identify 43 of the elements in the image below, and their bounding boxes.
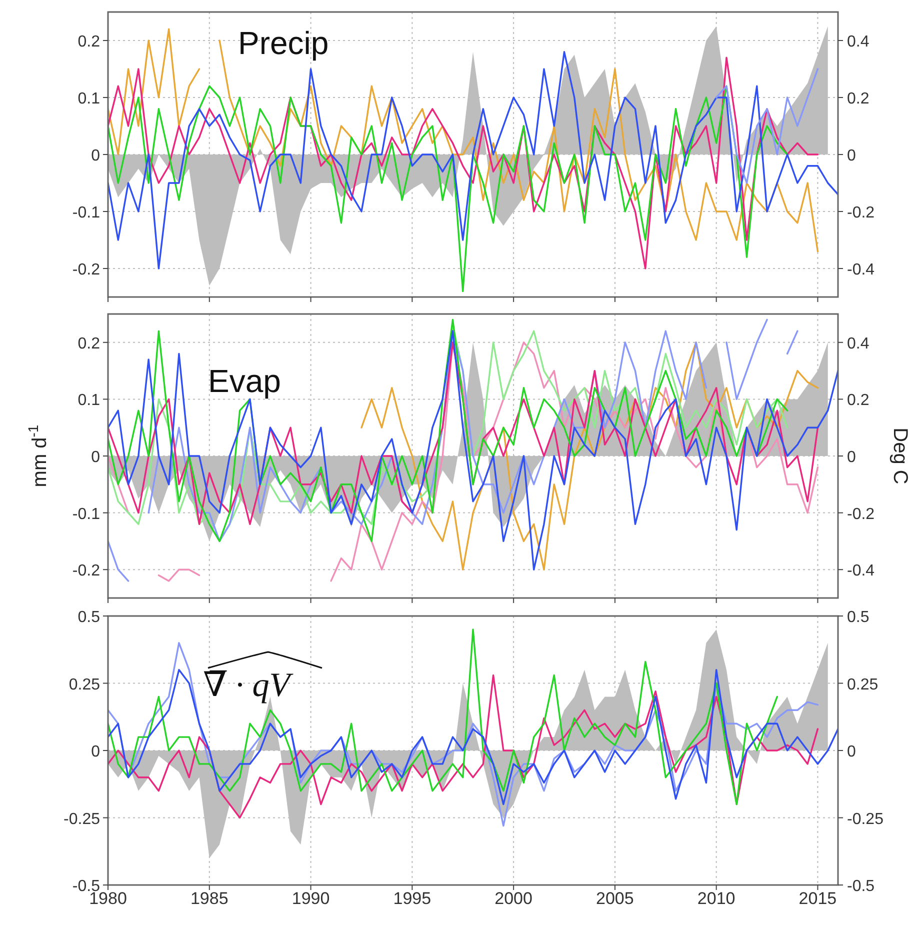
y2-tick-label: 0.2 (847, 392, 870, 410)
line-series (108, 85, 788, 292)
y2-tick-label: 0.25 (847, 676, 878, 694)
annotation: Precip (238, 25, 329, 61)
y-tick-label: 0 (91, 744, 100, 760)
y2-tick-label: -0.2 (847, 506, 875, 523)
x-tick-label: 2000 (494, 889, 532, 908)
y-tick-label: -0.2 (72, 262, 100, 278)
y-tick-label: -0.1 (72, 204, 100, 222)
y-tick-label: 0.25 (68, 676, 100, 694)
x-tick-label: 2015 (798, 889, 837, 908)
y-tick-label: -0.1 (72, 506, 100, 523)
annotation: Evap (208, 363, 281, 399)
x-tick-label: 1995 (393, 889, 432, 908)
y2-tick-label: -0.25 (847, 810, 884, 828)
y2-tick-label: 0 (847, 148, 856, 164)
y2-axis-title: Deg C (889, 428, 911, 484)
y-tick-label: 0.5 (78, 609, 100, 626)
x-tick-label: 1990 (292, 889, 330, 908)
y2-tick-label: 0.5 (847, 609, 870, 626)
y-tick-label: 0.2 (78, 335, 100, 352)
y2-tick-label: -0.4 (847, 262, 875, 278)
y-tick-label: 0 (91, 449, 100, 466)
y2-tick-label: 0 (847, 744, 856, 760)
x-tick-label: 1985 (190, 889, 228, 908)
annotation: ∇̅ · qV (203, 667, 294, 704)
y2-tick-label: -0.5 (847, 878, 875, 895)
line-series (715, 68, 819, 184)
x-tick-label: 2005 (596, 889, 634, 908)
y2-tick-label: 0.2 (847, 90, 870, 108)
y-tick-label: 0.1 (78, 392, 100, 410)
y2-tick-label: 0.4 (847, 34, 870, 50)
y-tick-label: 0.1 (78, 90, 100, 108)
y2-tick-label: 0.4 (847, 335, 870, 352)
y2-tick-label: -0.2 (847, 204, 875, 222)
y-tick-label: -0.25 (64, 810, 100, 828)
line-series (108, 628, 778, 806)
y-tick-label: -0.2 (72, 562, 100, 580)
y-tick-label: 0 (91, 148, 100, 164)
y2-tick-label: 0 (847, 449, 856, 466)
y-tick-label: 0.2 (78, 34, 100, 50)
x-tick-label: 2010 (697, 889, 736, 908)
y2-tick-label: -0.4 (847, 562, 875, 580)
